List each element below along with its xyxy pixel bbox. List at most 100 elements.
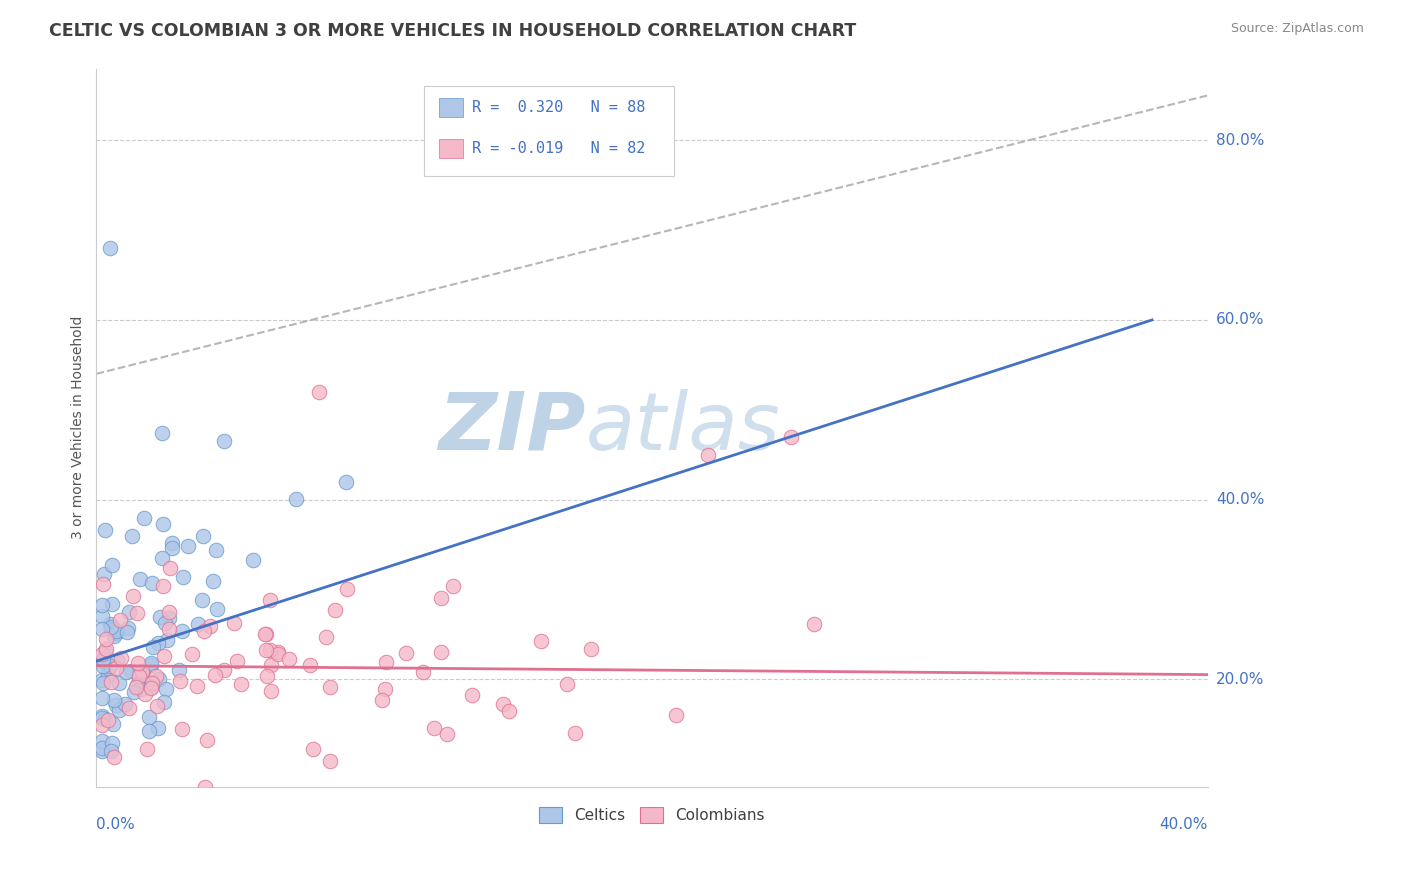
- Point: [105, 653, 128, 667]
- Point: [122, 685, 145, 699]
- Point: [127, 657, 149, 671]
- Point: [90, 733, 112, 747]
- Point: [96, 632, 118, 646]
- Point: [148, 672, 170, 686]
- Point: [259, 593, 281, 607]
- Point: [319, 680, 342, 694]
- Point: [277, 651, 299, 665]
- Point: [395, 647, 418, 661]
- Point: [267, 644, 290, 658]
- Point: [160, 541, 183, 556]
- Text: Source: ZipAtlas.com: Source: ZipAtlas.com: [1230, 22, 1364, 36]
- Point: [117, 621, 139, 635]
- Point: [141, 576, 163, 591]
- Point: [121, 529, 143, 543]
- Point: [134, 687, 156, 701]
- Point: [318, 754, 340, 768]
- Point: [152, 579, 174, 593]
- Point: [120, 664, 142, 678]
- Point: [104, 626, 127, 640]
- Point: [177, 539, 200, 553]
- Text: 40.0%: 40.0%: [1160, 817, 1208, 832]
- Point: [564, 725, 586, 739]
- Point: [145, 669, 167, 683]
- Point: [108, 703, 131, 717]
- Point: [436, 727, 458, 741]
- Point: [101, 717, 124, 731]
- Point: [139, 681, 162, 695]
- Point: [93, 523, 115, 537]
- Point: [665, 708, 688, 723]
- Point: [118, 605, 141, 619]
- Point: [139, 656, 162, 670]
- Point: [90, 744, 112, 758]
- Point: [115, 665, 138, 679]
- Point: [145, 698, 167, 713]
- Point: [260, 658, 283, 673]
- Point: [98, 241, 121, 255]
- Point: [335, 475, 357, 489]
- Point: [90, 608, 112, 623]
- Point: [93, 652, 115, 666]
- Point: [94, 643, 117, 657]
- Point: [152, 648, 174, 663]
- Point: [90, 623, 112, 637]
- Point: [498, 704, 520, 718]
- Point: [696, 448, 718, 462]
- Point: [97, 714, 120, 728]
- Point: [93, 567, 115, 582]
- Point: [259, 684, 281, 698]
- Text: CELTIC VS COLOMBIAN 3 OR MORE VEHICLES IN HOUSEHOLD CORRELATION CHART: CELTIC VS COLOMBIAN 3 OR MORE VEHICLES I…: [49, 22, 856, 40]
- Text: 80.0%: 80.0%: [1216, 133, 1264, 148]
- Point: [157, 611, 180, 625]
- Text: 20.0%: 20.0%: [1216, 672, 1264, 687]
- Point: [100, 620, 122, 634]
- Point: [212, 663, 235, 677]
- Point: [117, 624, 139, 639]
- Point: [104, 661, 127, 675]
- Point: [90, 718, 112, 732]
- Point: [146, 721, 169, 735]
- Point: [150, 551, 173, 566]
- Point: [131, 668, 153, 682]
- Point: [118, 701, 141, 715]
- Point: [159, 622, 181, 636]
- Legend: Celtics, Colombians: Celtics, Colombians: [533, 801, 770, 830]
- Point: [194, 780, 217, 794]
- Point: [153, 695, 176, 709]
- Point: [172, 570, 194, 584]
- Point: [253, 627, 276, 641]
- Point: [195, 732, 218, 747]
- FancyBboxPatch shape: [425, 87, 675, 177]
- Point: [202, 574, 225, 588]
- Point: [103, 749, 125, 764]
- Point: [169, 673, 191, 688]
- Point: [91, 647, 114, 661]
- Point: [91, 577, 114, 591]
- Point: [461, 688, 484, 702]
- Point: [204, 668, 226, 682]
- Point: [374, 682, 396, 697]
- Point: [167, 664, 190, 678]
- Point: [98, 658, 121, 673]
- Point: [131, 682, 153, 697]
- Point: [256, 669, 278, 683]
- Point: [150, 426, 173, 441]
- Point: [412, 665, 434, 679]
- Point: [160, 536, 183, 550]
- Point: [125, 606, 148, 620]
- Point: [148, 610, 170, 624]
- Point: [212, 434, 235, 448]
- Point: [122, 589, 145, 603]
- Point: [186, 680, 208, 694]
- Point: [100, 675, 122, 690]
- Point: [91, 659, 114, 673]
- Point: [229, 677, 252, 691]
- Point: [155, 681, 177, 696]
- Point: [156, 632, 179, 647]
- Point: [780, 430, 803, 444]
- Point: [110, 650, 132, 665]
- Point: [90, 598, 112, 612]
- Point: [267, 647, 290, 661]
- Point: [129, 572, 152, 586]
